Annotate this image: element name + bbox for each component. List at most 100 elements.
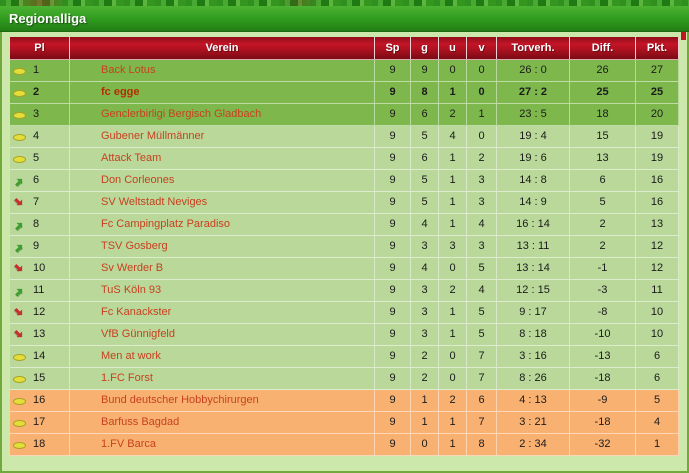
torverh-value: 4 : 13 — [497, 390, 570, 411]
team-name[interactable]: Barfuss Bagdad — [70, 412, 375, 433]
pkt-value: 20 — [636, 104, 679, 125]
team-name[interactable]: 1.FV Barca — [70, 434, 375, 455]
diff-value: 2 — [570, 214, 636, 235]
g-value: 3 — [411, 302, 439, 323]
torverh-value: 23 : 5 — [497, 104, 570, 125]
position-number: 9 — [33, 240, 40, 252]
position-cell: 8 — [10, 214, 70, 235]
position-number: 3 — [33, 108, 40, 120]
team-name[interactable]: 1.FC Forst — [70, 368, 375, 389]
diff-value: -10 — [570, 324, 636, 345]
diff-value: 18 — [570, 104, 636, 125]
u-value: 1 — [439, 170, 467, 191]
v-value: 7 — [467, 346, 497, 367]
table-row: 4 Gubener Müllmänner 9 5 4 0 19 : 4 15 19 — [10, 126, 679, 148]
sp-value: 9 — [375, 302, 411, 323]
table-row: 10 Sv Werder B 9 4 0 5 13 : 14 -1 12 — [10, 258, 679, 280]
u-value: 2 — [439, 104, 467, 125]
g-value: 3 — [411, 324, 439, 345]
position-number: 14 — [33, 350, 46, 362]
trend-up-icon — [11, 237, 29, 255]
position-cell: 5 — [10, 148, 70, 169]
v-value: 3 — [467, 236, 497, 257]
trend-same-icon — [13, 109, 27, 121]
torverh-value: 2 : 34 — [497, 434, 570, 455]
torverh-value: 27 : 2 — [497, 82, 570, 103]
torverh-value: 12 : 15 — [497, 280, 570, 301]
position-cell: 6 — [10, 170, 70, 191]
team-name[interactable]: Don Corleones — [70, 170, 375, 191]
g-value: 0 — [411, 434, 439, 455]
team-name[interactable]: Fc Kanackster — [70, 302, 375, 323]
table-row: 6 Don Corleones 9 5 1 3 14 : 8 6 16 — [10, 170, 679, 192]
position-number: 10 — [33, 262, 46, 274]
position-number: 8 — [33, 218, 40, 230]
team-name[interactable]: Fc Campingplatz Paradiso — [70, 214, 375, 235]
u-value: 1 — [439, 192, 467, 213]
team-name[interactable]: Men at work — [70, 346, 375, 367]
g-value: 3 — [411, 236, 439, 257]
g-value: 5 — [411, 192, 439, 213]
table-row: 5 Attack Team 9 6 1 2 19 : 6 13 19 — [10, 148, 679, 170]
g-value: 3 — [411, 280, 439, 301]
sp-value: 9 — [375, 148, 411, 169]
position-cell: 13 — [10, 324, 70, 345]
position-number: 7 — [33, 196, 40, 208]
sp-value: 9 — [375, 324, 411, 345]
trend-same-icon — [13, 351, 27, 363]
position-cell: 15 — [10, 368, 70, 389]
pkt-value: 27 — [636, 60, 679, 81]
trend-same-icon — [13, 131, 27, 143]
pkt-value: 16 — [636, 170, 679, 191]
sp-value: 9 — [375, 192, 411, 213]
v-value: 0 — [467, 60, 497, 81]
trend-same-icon — [13, 87, 27, 99]
v-value: 4 — [467, 214, 497, 235]
sp-value: 9 — [375, 126, 411, 147]
diff-value: -18 — [570, 412, 636, 433]
trend-same-icon — [13, 417, 27, 429]
team-name[interactable]: Genclerbirligi Bergisch Gladbach — [70, 104, 375, 125]
position-cell: 1 — [10, 60, 70, 81]
pkt-value: 12 — [636, 236, 679, 257]
table-row: 16 Bund deutscher Hobbychirurgen 9 1 2 6 4 : 1… — [10, 390, 679, 412]
position-cell: 4 — [10, 126, 70, 147]
sp-value: 9 — [375, 434, 411, 455]
team-name[interactable]: TSV Gosberg — [70, 236, 375, 257]
team-name[interactable]: SV Weltstadt Neviges — [70, 192, 375, 213]
diff-value: 15 — [570, 126, 636, 147]
g-value: 2 — [411, 346, 439, 367]
team-name[interactable]: Attack Team — [70, 148, 375, 169]
team-name[interactable]: fc egge — [70, 82, 375, 103]
diff-value: 25 — [570, 82, 636, 103]
team-name[interactable]: Back Lotus — [70, 60, 375, 81]
table-row: 3 Genclerbirligi Bergisch Gladbach 9 6 2 1 23 … — [10, 104, 679, 126]
table-row: 8 Fc Campingplatz Paradiso 9 4 1 4 16 : 14 2 13 — [10, 214, 679, 236]
torverh-value: 19 : 6 — [497, 148, 570, 169]
pkt-value: 11 — [636, 280, 679, 301]
team-name[interactable]: Sv Werder B — [70, 258, 375, 279]
column-header-u: u — [439, 37, 467, 59]
v-value: 5 — [467, 258, 497, 279]
pkt-value: 13 — [636, 214, 679, 235]
position-cell: 18 — [10, 434, 70, 455]
trend-down-icon — [11, 325, 29, 343]
table-row: 11 TuS Köln 93 9 3 2 4 12 : 15 -3 11 — [10, 280, 679, 302]
pkt-value: 6 — [636, 368, 679, 389]
v-value: 3 — [467, 192, 497, 213]
team-name[interactable]: Gubener Müllmänner — [70, 126, 375, 147]
torverh-value: 13 : 11 — [497, 236, 570, 257]
u-value: 0 — [439, 258, 467, 279]
pkt-value: 6 — [636, 346, 679, 367]
trend-up-icon — [11, 281, 29, 299]
diff-value: -32 — [570, 434, 636, 455]
sp-value: 9 — [375, 60, 411, 81]
table-row: 9 TSV Gosberg 9 3 3 3 13 : 11 2 12 — [10, 236, 679, 258]
team-name[interactable]: VfB Günnigfeld — [70, 324, 375, 345]
team-name[interactable]: TuS Köln 93 — [70, 280, 375, 301]
team-name[interactable]: Bund deutscher Hobbychirurgen — [70, 390, 375, 411]
diff-value: -13 — [570, 346, 636, 367]
v-value: 5 — [467, 324, 497, 345]
torverh-value: 16 : 14 — [497, 214, 570, 235]
position-cell: 11 — [10, 280, 70, 301]
